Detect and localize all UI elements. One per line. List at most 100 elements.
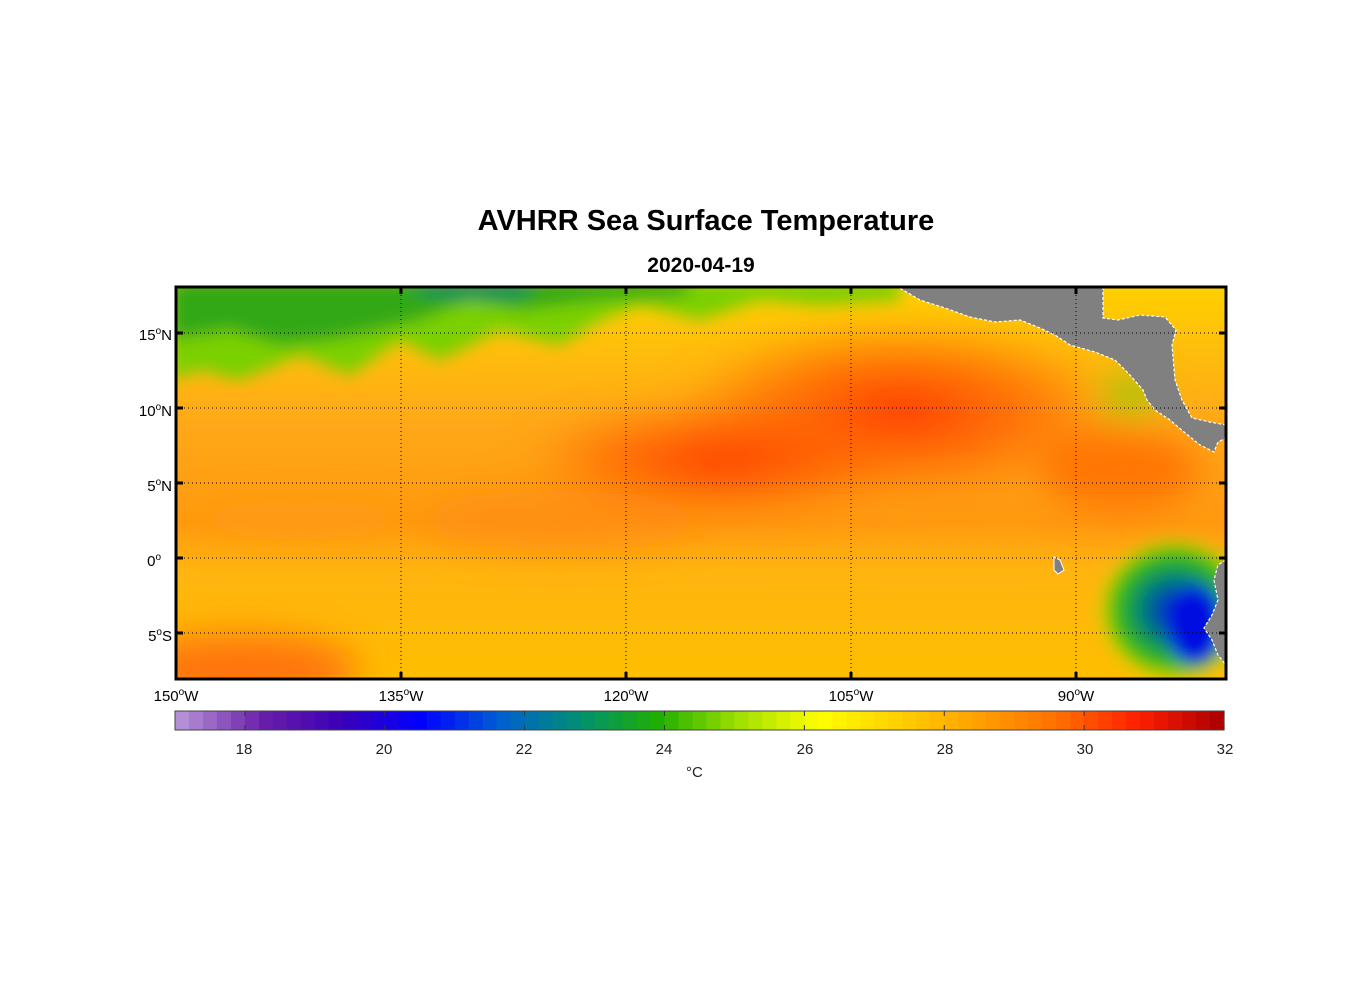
land-masses	[896, 287, 1226, 666]
galapagos-islands	[1053, 556, 1065, 575]
colorbar-step	[580, 711, 596, 730]
colorbar-step	[426, 711, 442, 730]
colorbar-step	[804, 711, 819, 730]
colorbar-step	[846, 711, 861, 730]
colorbar-step	[272, 711, 288, 730]
colorbar-step	[1028, 711, 1043, 730]
colorbar-step	[1000, 711, 1015, 730]
colorbar-step	[1098, 711, 1113, 730]
colorbar-step	[468, 711, 484, 730]
colorbar-step	[790, 711, 805, 730]
colorbar-step	[678, 711, 694, 730]
colorbar-label-26: 26	[796, 741, 814, 758]
colorbar-frame	[174, 710, 1225, 731]
colorbar-step	[1056, 711, 1071, 730]
map-title: AVHRR Sea Surface Temperature	[477, 205, 935, 237]
colorbar-step	[916, 711, 931, 730]
lat-label-0: 0o	[147, 552, 161, 570]
lon-label-90w: 90oW	[1057, 687, 1095, 705]
colorbar	[175, 711, 1225, 730]
colorbar-step	[958, 711, 973, 730]
colorbar-step	[594, 711, 610, 730]
colorbar-step	[1196, 711, 1211, 730]
colorbar-step	[258, 711, 274, 730]
colorbar-step	[944, 711, 959, 730]
lon-label-120w: 120oW	[603, 687, 649, 705]
colorbar-step	[888, 711, 903, 730]
colorbar-label-22: 22	[515, 741, 533, 758]
lon-label-150w: 150oW	[153, 687, 199, 705]
colorbar-step	[538, 711, 554, 730]
colorbar-step	[328, 711, 344, 730]
colorbar-step	[216, 711, 232, 730]
colorbar-step	[832, 711, 847, 730]
colorbar-step	[902, 711, 917, 730]
colorbar-step	[706, 711, 722, 730]
colorbar-label-32: 32	[1216, 741, 1234, 758]
colorbar-step	[440, 711, 456, 730]
colorbar-label-30: 30	[1076, 741, 1094, 758]
colorbar-step	[1168, 711, 1183, 730]
colorbar-step	[622, 711, 638, 730]
colorbar-label-20: 20	[375, 741, 393, 758]
colorbar-step	[650, 711, 666, 730]
colorbar-step	[1210, 711, 1225, 730]
colorbar-step	[874, 711, 889, 730]
colorbar-step	[762, 711, 778, 730]
colorbar-step	[188, 711, 204, 730]
colorbar-step	[342, 711, 358, 730]
colorbar-step	[356, 711, 372, 730]
colorbar-step	[496, 711, 512, 730]
lat-label-15n: 15oN	[138, 326, 172, 344]
colorbar-step	[860, 711, 875, 730]
colorbar-step	[175, 711, 190, 730]
colorbar-label-24: 24	[655, 741, 673, 758]
colorbar-step	[748, 711, 764, 730]
colorbar-step	[398, 711, 414, 730]
colorbar-step	[930, 711, 945, 730]
colorbar-step	[454, 711, 470, 730]
colorbar-step	[636, 711, 652, 730]
colorbar-step	[1112, 711, 1127, 730]
colorbar-label-18: 18	[235, 741, 253, 758]
colorbar-step	[664, 711, 680, 730]
colorbar-step	[1070, 711, 1085, 730]
colorbar-step	[566, 711, 582, 730]
colorbar-unit: °C	[686, 764, 703, 781]
colorbar-step	[370, 711, 386, 730]
colorbar-step	[692, 711, 708, 730]
colorbar-step	[608, 711, 624, 730]
map-date: 2020-04-19	[647, 254, 755, 277]
colorbar-step	[244, 711, 260, 730]
colorbar-step	[1126, 711, 1141, 730]
colorbar-step	[202, 711, 218, 730]
lat-label-5n: 5oN	[147, 477, 172, 495]
colorbar-step	[1182, 711, 1197, 730]
colorbar-step	[818, 711, 833, 730]
frame-ticks	[176, 287, 1226, 679]
colorbar-ticks	[244, 711, 1225, 730]
colorbar-step	[1014, 711, 1029, 730]
colorbar-step	[986, 711, 1001, 730]
colorbar-step	[286, 711, 302, 730]
colorbar-step	[972, 711, 987, 730]
central-america-landmass	[896, 287, 1226, 453]
colorbar-step	[510, 711, 526, 730]
colorbar-step	[412, 711, 428, 730]
lat-label-10n: 10oN	[138, 402, 172, 420]
colorbar-step	[314, 711, 330, 730]
colorbar-step	[384, 711, 400, 730]
colorbar-step	[1154, 711, 1169, 730]
lat-label-5s: 5oS	[148, 627, 172, 645]
colorbar-step	[1084, 711, 1099, 730]
colorbar-step	[230, 711, 246, 730]
colorbar-step	[1042, 711, 1057, 730]
colorbar-step	[552, 711, 568, 730]
colorbar-step	[776, 711, 792, 730]
colorbar-step	[300, 711, 316, 730]
south-america-landmass	[1203, 559, 1226, 666]
colorbar-step	[482, 711, 498, 730]
colorbar-step	[734, 711, 750, 730]
colorbar-label-28: 28	[936, 741, 954, 758]
